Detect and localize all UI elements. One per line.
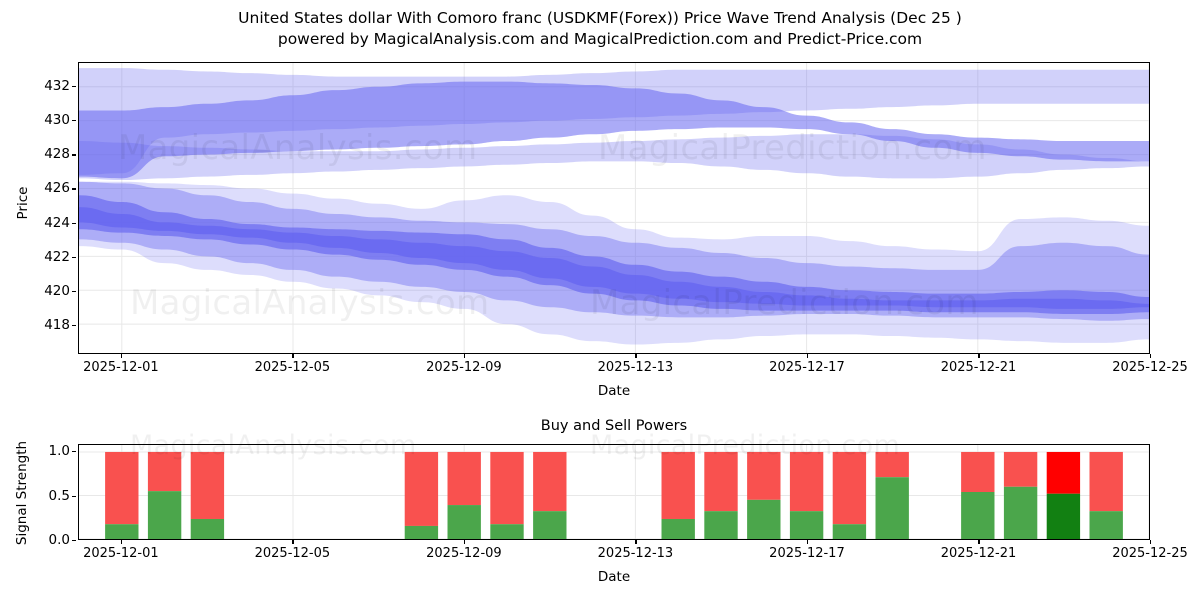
price-y-axis-label: Price	[15, 186, 31, 220]
signal-bar	[1046, 451, 1081, 539]
signal-y-axis-label: Signal Strength	[14, 440, 30, 546]
price-x-tick-mark	[635, 354, 637, 358]
signal-bar	[490, 451, 524, 539]
signal-y-tick-label: 0.5	[48, 487, 70, 504]
price-x-tick-label: 2025-12-25	[1112, 360, 1188, 375]
signal-bar	[1089, 451, 1123, 539]
price-wave-svg	[79, 63, 1149, 353]
signal-bar	[789, 451, 824, 539]
signal-x-axis-label: Date	[597, 569, 631, 585]
price-y-tick-label: 428	[44, 146, 70, 163]
buy-sell-powers-svg	[79, 445, 1149, 539]
price-y-tick-label: 426	[44, 180, 70, 197]
signal-x-tick-mark	[120, 540, 123, 544]
signal-x-tick-label: 2025-12-17	[769, 546, 845, 561]
signal-bar	[1003, 451, 1038, 539]
price-x-tick-mark	[1150, 354, 1152, 358]
price-x-tick-mark	[463, 354, 466, 358]
price-y-tick-mark	[72, 85, 76, 88]
price-y-tick-label: 418	[44, 316, 70, 333]
price-y-tick-label: 422	[44, 248, 70, 265]
title-line-2: powered by MagicalAnalysis.com and Magic…	[277, 30, 923, 48]
signal-chart-title: Buy and Sell Powers	[540, 418, 688, 434]
signal-bar	[533, 451, 567, 539]
page-title: United States dollar With Comoro franc (…	[0, 8, 1200, 50]
price-x-tick-mark	[978, 354, 980, 358]
price-x-tick-mark	[292, 354, 294, 358]
signal-x-tick-label: 2025-12-09	[426, 546, 502, 561]
price-y-tick-mark	[72, 154, 76, 156]
signal-bar	[661, 451, 695, 539]
signal-x-tick-label: 2025-12-13	[597, 546, 674, 561]
price-x-tick-mark	[120, 354, 123, 358]
signal-x-tick-label: 2025-12-21	[940, 546, 1017, 561]
signal-bar	[961, 451, 995, 539]
signal-y-tick-mark	[72, 540, 76, 542]
price-y-tick-label: 424	[44, 214, 70, 231]
signal-y-tick-label: 0.0	[48, 532, 70, 548]
signal-bar	[404, 451, 439, 539]
signal-x-tick-label: 2025-12-05	[254, 546, 331, 561]
signal-bar	[447, 451, 481, 539]
signal-x-tick-mark	[806, 540, 809, 544]
title-line-1: United States dollar With Comoro franc (…	[238, 9, 962, 27]
signal-y-tick-mark	[72, 451, 76, 453]
price-y-tick-mark	[72, 324, 76, 327]
signal-y-axis: 0.0 0.5 1.0	[6, 443, 70, 548]
price-y-axis: 418 420 422 424 426 428 430 432	[6, 62, 70, 354]
signal-x-tick-mark	[978, 540, 980, 544]
signal-x-tick-label: 2025-12-01	[83, 546, 159, 561]
price-x-tick-label: 2025-12-13	[597, 360, 674, 375]
price-x-tick-label: 2025-12-01	[83, 360, 159, 375]
signal-bar	[704, 451, 738, 539]
signal-bar	[747, 451, 781, 539]
signal-y-tick-label: 1.0	[48, 443, 70, 460]
price-x-tick-label: 2025-12-05	[254, 360, 331, 375]
price-y-tick-mark	[72, 256, 76, 258]
signal-x-tick-mark	[463, 540, 466, 544]
signal-y-tick-mark	[72, 495, 76, 497]
signal-x-tick-label: 2025-12-25	[1112, 546, 1188, 561]
price-y-tick-mark	[72, 188, 76, 190]
price-y-tick-mark	[72, 120, 76, 122]
signal-x-tick-mark	[635, 540, 637, 544]
price-y-tick-mark	[72, 222, 76, 224]
price-y-tick-label: 432	[44, 77, 70, 94]
price-y-tick-label: 420	[44, 282, 70, 299]
price-x-tick-label: 2025-12-17	[769, 360, 845, 375]
price-x-tick-label: 2025-12-09	[426, 360, 502, 375]
price-x-axis: 2025-12-01 2025-12-05 2025-12-09 2025-12-13…	[78, 360, 1188, 380]
signal-x-axis: 2025-12-01 2025-12-05 2025-12-09 2025-12-13…	[78, 546, 1188, 566]
signal-bar	[105, 451, 139, 539]
signal-bar	[875, 451, 909, 539]
price-x-tick-label: 2025-12-21	[940, 360, 1017, 375]
price-x-axis-label: Date	[597, 383, 631, 399]
price-wave-chart-plot-area	[78, 62, 1150, 354]
signal-x-tick-mark	[1150, 540, 1152, 544]
price-y-tick-label: 430	[44, 112, 70, 129]
signal-bar	[190, 451, 225, 539]
buy-sell-powers-plot-area	[78, 444, 1150, 540]
price-y-tick-mark	[72, 290, 76, 293]
signal-bar	[832, 451, 867, 539]
price-x-tick-mark	[806, 354, 809, 358]
signal-bar	[147, 451, 182, 539]
signal-x-tick-mark	[292, 540, 294, 544]
